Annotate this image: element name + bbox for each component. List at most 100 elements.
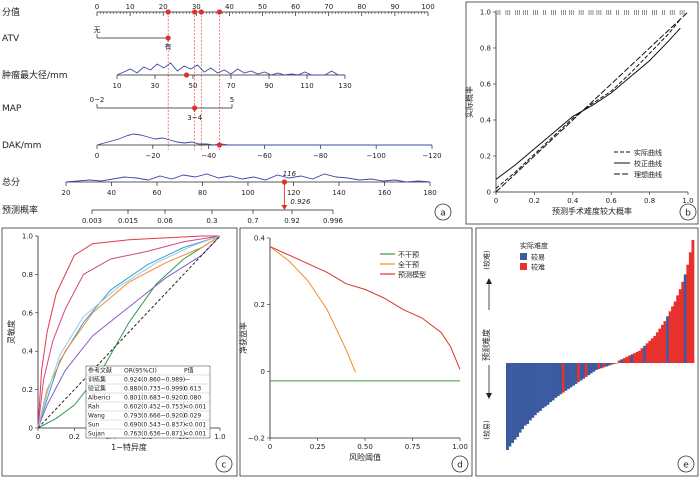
map-marker <box>192 105 198 111</box>
x-tick-label: 1.00 <box>452 443 468 451</box>
x-tick-label: 0.6 <box>606 197 618 205</box>
waterfall-bar <box>533 363 537 416</box>
legend-label: 校正曲线 <box>634 159 662 168</box>
waterfall-bar <box>615 363 619 364</box>
panel-c-label: c <box>222 461 227 471</box>
waterfall-bar <box>549 363 553 403</box>
points-tick-label: 70 <box>324 3 333 11</box>
waterfall-bar <box>610 363 614 365</box>
row-label-probability: 预测概率 <box>2 204 38 216</box>
waterfall-bar <box>666 316 669 363</box>
table-cell: Sun <box>88 422 100 429</box>
waterfall-bar <box>607 363 611 366</box>
table-cell: Wang <box>88 413 105 420</box>
waterfall-bar <box>536 363 540 413</box>
panel-d-label: d <box>457 461 463 471</box>
y-tick-label: 0.4 <box>22 348 34 356</box>
panel-e-label: e <box>683 461 689 471</box>
calibration-line-0 <box>495 18 681 189</box>
table-cell: 0.602(0.452~0.753) <box>124 404 185 411</box>
probability-tick-label: 0.7 <box>247 217 258 225</box>
y-tick-label: 0.4 <box>480 117 492 125</box>
table-cell: 0.924(0.860~0.989) <box>124 377 185 384</box>
waterfall-bar <box>691 240 695 363</box>
map-label-high: 5 <box>230 96 234 104</box>
total-tick-label: 100 <box>241 189 254 197</box>
waterfall-bar <box>559 363 563 395</box>
waterfall-bar <box>521 363 525 430</box>
points-tick-label: 50 <box>258 3 267 11</box>
table-cell: 0.793(0.666~0.920) <box>124 413 185 420</box>
total-density <box>65 173 431 183</box>
table-cell: Sujan <box>88 431 105 438</box>
tumor-tick-label: 70 <box>227 82 236 90</box>
table-cell: <0.001 <box>184 404 206 411</box>
waterfall-bar <box>511 363 514 443</box>
total-tick-label: 20 <box>62 189 71 197</box>
dca-line-2 <box>269 246 461 370</box>
waterfall-bar <box>620 359 624 363</box>
total-tick-label: 40 <box>107 189 116 197</box>
waterfall-bar <box>564 363 568 391</box>
waterfall-bar <box>516 363 520 437</box>
y-tick-label: 0.2 <box>254 301 265 309</box>
waterfall-bar <box>605 363 608 367</box>
waterfall-bar <box>612 363 616 364</box>
waterfall-bar <box>661 324 664 363</box>
dak-tick-label: −120 <box>422 152 441 160</box>
y-axis-title: 预测难度 <box>481 329 491 361</box>
dak-tick-label: −60 <box>257 152 272 160</box>
waterfall-bar <box>678 289 682 363</box>
y-top-label: (较难) <box>482 250 491 270</box>
waterfall-bar <box>638 350 641 363</box>
table-header: 参考文献 <box>88 367 112 375</box>
waterfall-bar <box>574 363 578 384</box>
panel-b-label: b <box>685 209 691 219</box>
waterfall-bar <box>648 340 652 363</box>
roc-curve-1 <box>37 235 221 429</box>
points-tick-label: 60 <box>291 3 300 11</box>
total-tick-label: 160 <box>378 189 391 197</box>
table-header: OR(95%CI) <box>124 368 157 375</box>
y-tick-label: 1.0 <box>480 9 491 17</box>
table-cell: 0.763(0.636~0.871) <box>124 431 185 438</box>
x-tick-label: 0 <box>494 197 498 205</box>
probability-tick-label: 0.015 <box>118 217 138 225</box>
waterfall-bar <box>556 363 560 397</box>
waterfall-bar <box>594 363 598 370</box>
waterfall-bar <box>518 363 522 433</box>
waterfall-bar <box>686 264 690 363</box>
table-header: P值 <box>184 367 194 375</box>
dca-panel: 0 0.25 0.50 0.75 1.00−0.200.20.4风险阈值净获益率不干预全… <box>238 227 473 477</box>
table-cell: <0.001 <box>184 431 206 438</box>
total-tick-label: 180 <box>423 189 436 197</box>
legend-label: 较易 <box>531 253 545 262</box>
waterfall-bar <box>650 338 654 363</box>
waterfall-bar <box>663 321 667 363</box>
legend-label: 不干预 <box>398 250 419 259</box>
waterfall-bar <box>643 345 647 363</box>
roc-curve-6 <box>37 235 221 429</box>
waterfall-bar <box>572 363 575 386</box>
row-label-total: 总分 <box>2 176 20 188</box>
x-tick-label: 0 <box>268 443 272 451</box>
waterfall-bar <box>668 311 672 363</box>
y-tick-label: 0.6 <box>22 309 34 317</box>
panel-e-tag: e <box>677 455 695 473</box>
waterfall-bar <box>513 363 517 440</box>
row-label-atv: ATV <box>2 34 20 44</box>
y-tick-label: 0.2 <box>22 386 33 394</box>
x-axis-title: 1−特异度 <box>111 442 147 452</box>
waterfall-bar <box>676 295 680 364</box>
waterfall-bar <box>617 360 621 363</box>
panel-a-tag: a <box>434 203 452 221</box>
atv-label-yes: 有 <box>165 42 172 51</box>
table-cell: 0.029 <box>184 413 201 420</box>
waterfall-bar <box>658 328 662 363</box>
calibration-line-1 <box>495 27 681 180</box>
waterfall-bar <box>640 348 644 363</box>
waterfall-bar <box>531 363 535 418</box>
calibration-line-2 <box>495 11 689 193</box>
table-cell: 0.690(0.543~0.837) <box>124 422 185 429</box>
